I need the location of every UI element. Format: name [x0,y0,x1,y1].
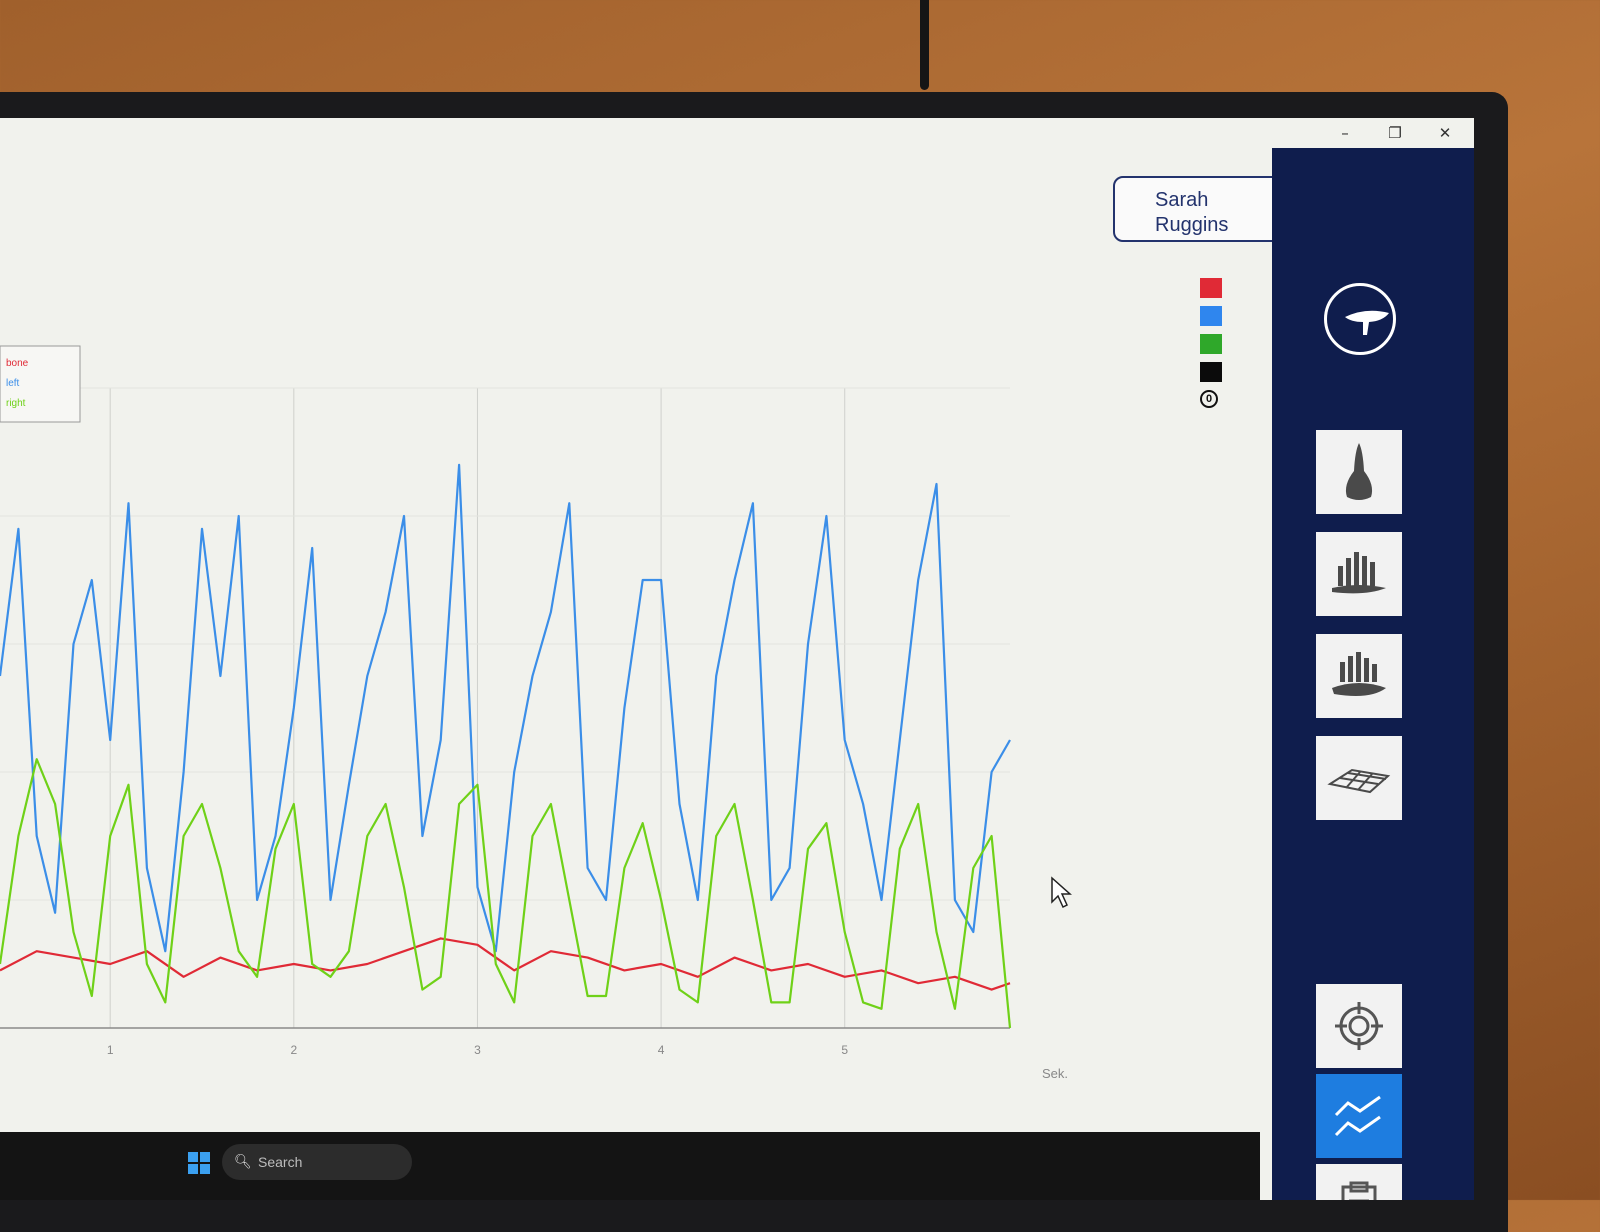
swatch-black[interactable] [1200,362,1222,382]
series-line-right [0,758,1012,1029]
monitor-cable [920,0,929,90]
legend-label-bone: bone [6,358,29,369]
3d-surface-icon[interactable] [1316,736,1402,820]
x-axis-label: Sek. [1042,1066,1068,1081]
swatch-red[interactable] [1200,278,1222,298]
taskbar-search-label: Search [258,1154,303,1170]
series-line-left [0,463,1011,953]
x-tick-label: 2 [290,1043,297,1057]
user-last-name: Ruggins [1155,214,1229,236]
zero-icon[interactable]: 0 [1200,390,1218,408]
mouse-cursor-icon [1051,876,1072,909]
target-icon[interactable] [1316,984,1402,1068]
x-tick-label: 1 [107,1043,114,1057]
windows-start-icon[interactable] [188,1152,210,1174]
chart-svg: 1 2 3 4 5 Sek. bone left right [0,345,1068,1081]
restore-icon[interactable]: ❐ [1376,120,1414,146]
pressure-chart: 1 2 3 4 5 Sek. bone left right [0,148,1210,1148]
pressure-bars-icon[interactable] [1316,532,1402,616]
legend-label-right: right [6,398,26,409]
taskbar-search[interactable]: 🔍︎ Search [222,1144,412,1180]
user-first-name: Sarah [1155,189,1209,211]
app-window: – ❐ ✕ 1 2 3 4 5 Sek. bone left right Sarah Ruggi… [0,118,1474,1200]
swatch-green[interactable] [1200,334,1222,354]
x-tick-label: 3 [474,1043,481,1057]
saddle-top-view-icon[interactable] [1316,430,1402,514]
chart-legend [0,345,81,423]
sidebar [1272,148,1474,1200]
minimize-icon[interactable]: – [1326,120,1364,146]
x-tick-label: 4 [658,1043,665,1057]
title-bar: – ❐ ✕ [1254,118,1474,148]
line-chart-icon[interactable] [1316,1074,1402,1158]
swatch-blue[interactable] [1200,306,1222,326]
pressure-distribution-icon[interactable] [1316,634,1402,718]
close-icon[interactable]: ✕ [1426,120,1464,146]
saddle-icon[interactable] [1324,283,1396,355]
search-icon: 🔍︎ [234,1154,252,1170]
legend-label-left: left [6,378,20,389]
clipboard-icon[interactable] [1316,1164,1402,1200]
color-swatches: 0 [1200,278,1230,408]
taskbar: 🔍︎ Search [0,1132,1260,1200]
x-tick-label: 5 [841,1043,848,1057]
